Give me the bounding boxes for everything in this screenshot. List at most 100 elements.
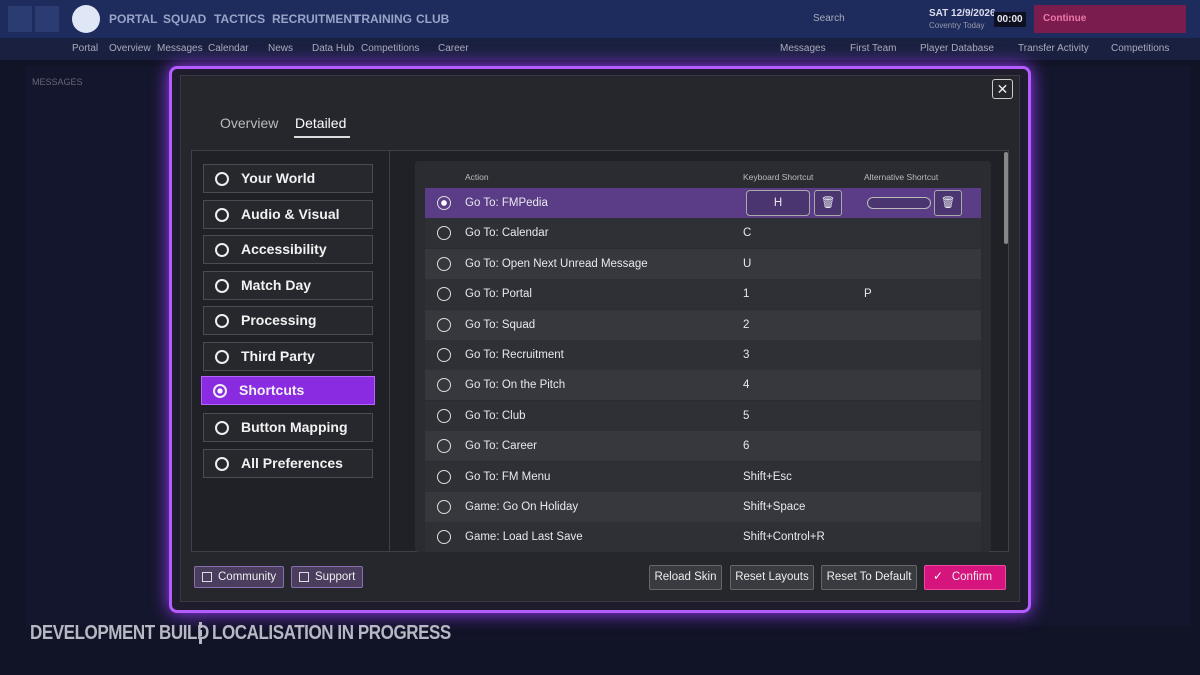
- radio[interactable]: [215, 314, 229, 329]
- footer-button[interactable]: Reload Skin: [649, 565, 722, 590]
- subnav-item[interactable]: Career: [438, 43, 469, 54]
- radio[interactable]: [213, 384, 227, 398]
- link-button[interactable]: Community: [194, 566, 284, 588]
- shortcut-row[interactable]: Game: Go On Holiday Shift+Space: [425, 492, 981, 522]
- forward-button[interactable]: [35, 6, 59, 32]
- subnav-item[interactable]: Calendar: [208, 43, 249, 54]
- key: 1: [743, 288, 750, 301]
- column-header: Action: [465, 172, 489, 182]
- row-radio[interactable]: [437, 226, 451, 241]
- shortcut-row[interactable]: Go To: FM Menu Shift+Esc: [425, 461, 981, 492]
- subnav-item[interactable]: News: [268, 43, 294, 54]
- footer-button[interactable]: Reset Layouts: [730, 565, 814, 590]
- subnav-item[interactable]: Portal: [72, 43, 99, 54]
- shortcut-row[interactable]: Go To: Career 6: [425, 431, 981, 462]
- radio[interactable]: [215, 456, 229, 471]
- scrollbar[interactable]: [1004, 152, 1008, 244]
- subnav-button[interactable]: Transfer Activity: [1018, 43, 1089, 54]
- subnav-button[interactable]: First Team: [850, 43, 897, 54]
- key: 3: [743, 349, 750, 361]
- row-radio[interactable]: [437, 317, 451, 332]
- nav-item[interactable]: SQUAD: [163, 12, 207, 26]
- shortcut-row[interactable]: Go To: Squad 2: [425, 309, 981, 340]
- row-radio[interactable]: [437, 196, 451, 210]
- action: Go To: FMPedia: [465, 197, 548, 209]
- subnav-item[interactable]: Messages: [157, 43, 203, 54]
- subnav-item[interactable]: Competitions: [361, 43, 420, 54]
- row-radio[interactable]: [437, 408, 451, 423]
- row-radio[interactable]: [437, 256, 451, 271]
- category[interactable]: Button Mapping: [203, 413, 373, 442]
- shortcut-row[interactable]: Game: Load Last Save Shift+Control+R: [425, 522, 981, 553]
- radio[interactable]: [215, 243, 229, 258]
- nav-item[interactable]: CLUB: [416, 12, 450, 26]
- nav-item[interactable]: TRAINING: [354, 12, 412, 26]
- row-radio[interactable]: [437, 348, 451, 362]
- key-field[interactable]: H: [746, 190, 810, 216]
- action: Go To: Club: [465, 409, 526, 422]
- footer-button[interactable]: Reset To Default: [821, 565, 917, 590]
- key: Shift+Space: [743, 501, 806, 513]
- row-radio[interactable]: [437, 530, 451, 545]
- close-button[interactable]: ✕: [992, 79, 1013, 99]
- category[interactable]: Third Party: [203, 342, 373, 371]
- row-radio[interactable]: [437, 378, 451, 393]
- row-radio[interactable]: [437, 439, 451, 454]
- background-panel-right: [1020, 66, 1190, 626]
- continue-label[interactable]: Continue: [1043, 13, 1087, 24]
- category[interactable]: Audio & Visual: [203, 199, 373, 229]
- row-radio[interactable]: [437, 287, 451, 302]
- shortcut-row[interactable]: Go To: FMPedia H 🗑 🗑: [425, 188, 981, 218]
- action: Game: Go On Holiday: [465, 501, 579, 513]
- key: Shift+Esc: [743, 470, 792, 483]
- row-radio[interactable]: [437, 500, 451, 514]
- tab[interactable]: Overview: [220, 115, 279, 131]
- category[interactable]: Shortcuts: [201, 376, 375, 405]
- delete-button[interactable]: 🗑: [814, 190, 842, 216]
- alt-field[interactable]: [867, 197, 931, 209]
- action: Go To: Calendar: [465, 227, 549, 240]
- subnav-button[interactable]: Player Database: [920, 43, 994, 54]
- nav-item[interactable]: PORTAL: [109, 12, 158, 26]
- category[interactable]: Your World: [203, 164, 373, 193]
- subnav-button[interactable]: Messages: [780, 43, 826, 54]
- continue-button[interactable]: [1034, 5, 1186, 33]
- category[interactable]: Processing: [203, 306, 373, 336]
- radio[interactable]: [215, 421, 229, 435]
- key: 4: [743, 379, 750, 392]
- category[interactable]: All Preferences: [203, 448, 373, 478]
- shortcut-row[interactable]: Go To: Open Next Unread Message U: [425, 248, 981, 279]
- key: Shift+Control+R: [743, 531, 825, 544]
- link-button[interactable]: Support: [291, 566, 363, 588]
- radio[interactable]: [215, 207, 229, 222]
- action: Go To: Career: [465, 440, 538, 453]
- nav-item[interactable]: TACTICS: [214, 12, 266, 26]
- shortcut-row[interactable]: Go To: On the Pitch 4: [425, 370, 981, 401]
- search[interactable]: Search: [813, 13, 845, 24]
- shortcut-row[interactable]: Go To: Calendar C: [425, 218, 981, 249]
- shortcut-row[interactable]: Go To: Club 5: [425, 400, 981, 431]
- subnav-item[interactable]: Data Hub: [312, 43, 355, 54]
- category[interactable]: Accessibility: [203, 235, 373, 265]
- tab-selected[interactable]: Detailed: [295, 115, 347, 131]
- subnav-button[interactable]: Competitions: [1111, 43, 1170, 54]
- nav-item[interactable]: RECRUITMENT: [272, 12, 360, 26]
- messages-title: MESSAGES: [32, 77, 83, 87]
- delete-button[interactable]: 🗑: [934, 190, 962, 216]
- key: C: [743, 227, 752, 240]
- radio[interactable]: [215, 278, 229, 293]
- shortcut-row[interactable]: Go To: Recruitment 3: [425, 340, 981, 370]
- confirm-check: ✓: [933, 569, 944, 583]
- radio[interactable]: [215, 172, 229, 186]
- subnav-item[interactable]: Overview: [109, 43, 151, 54]
- key: 2: [743, 318, 750, 331]
- shortcut-row[interactable]: Go To: Portal 1 P: [425, 279, 981, 310]
- radio[interactable]: [215, 350, 229, 364]
- row-radio[interactable]: [437, 469, 451, 484]
- link-label: Community: [218, 571, 277, 583]
- confirm-button[interactable]: Confirm: [924, 565, 1006, 590]
- back-button[interactable]: [8, 6, 32, 32]
- category[interactable]: Match Day: [203, 270, 373, 300]
